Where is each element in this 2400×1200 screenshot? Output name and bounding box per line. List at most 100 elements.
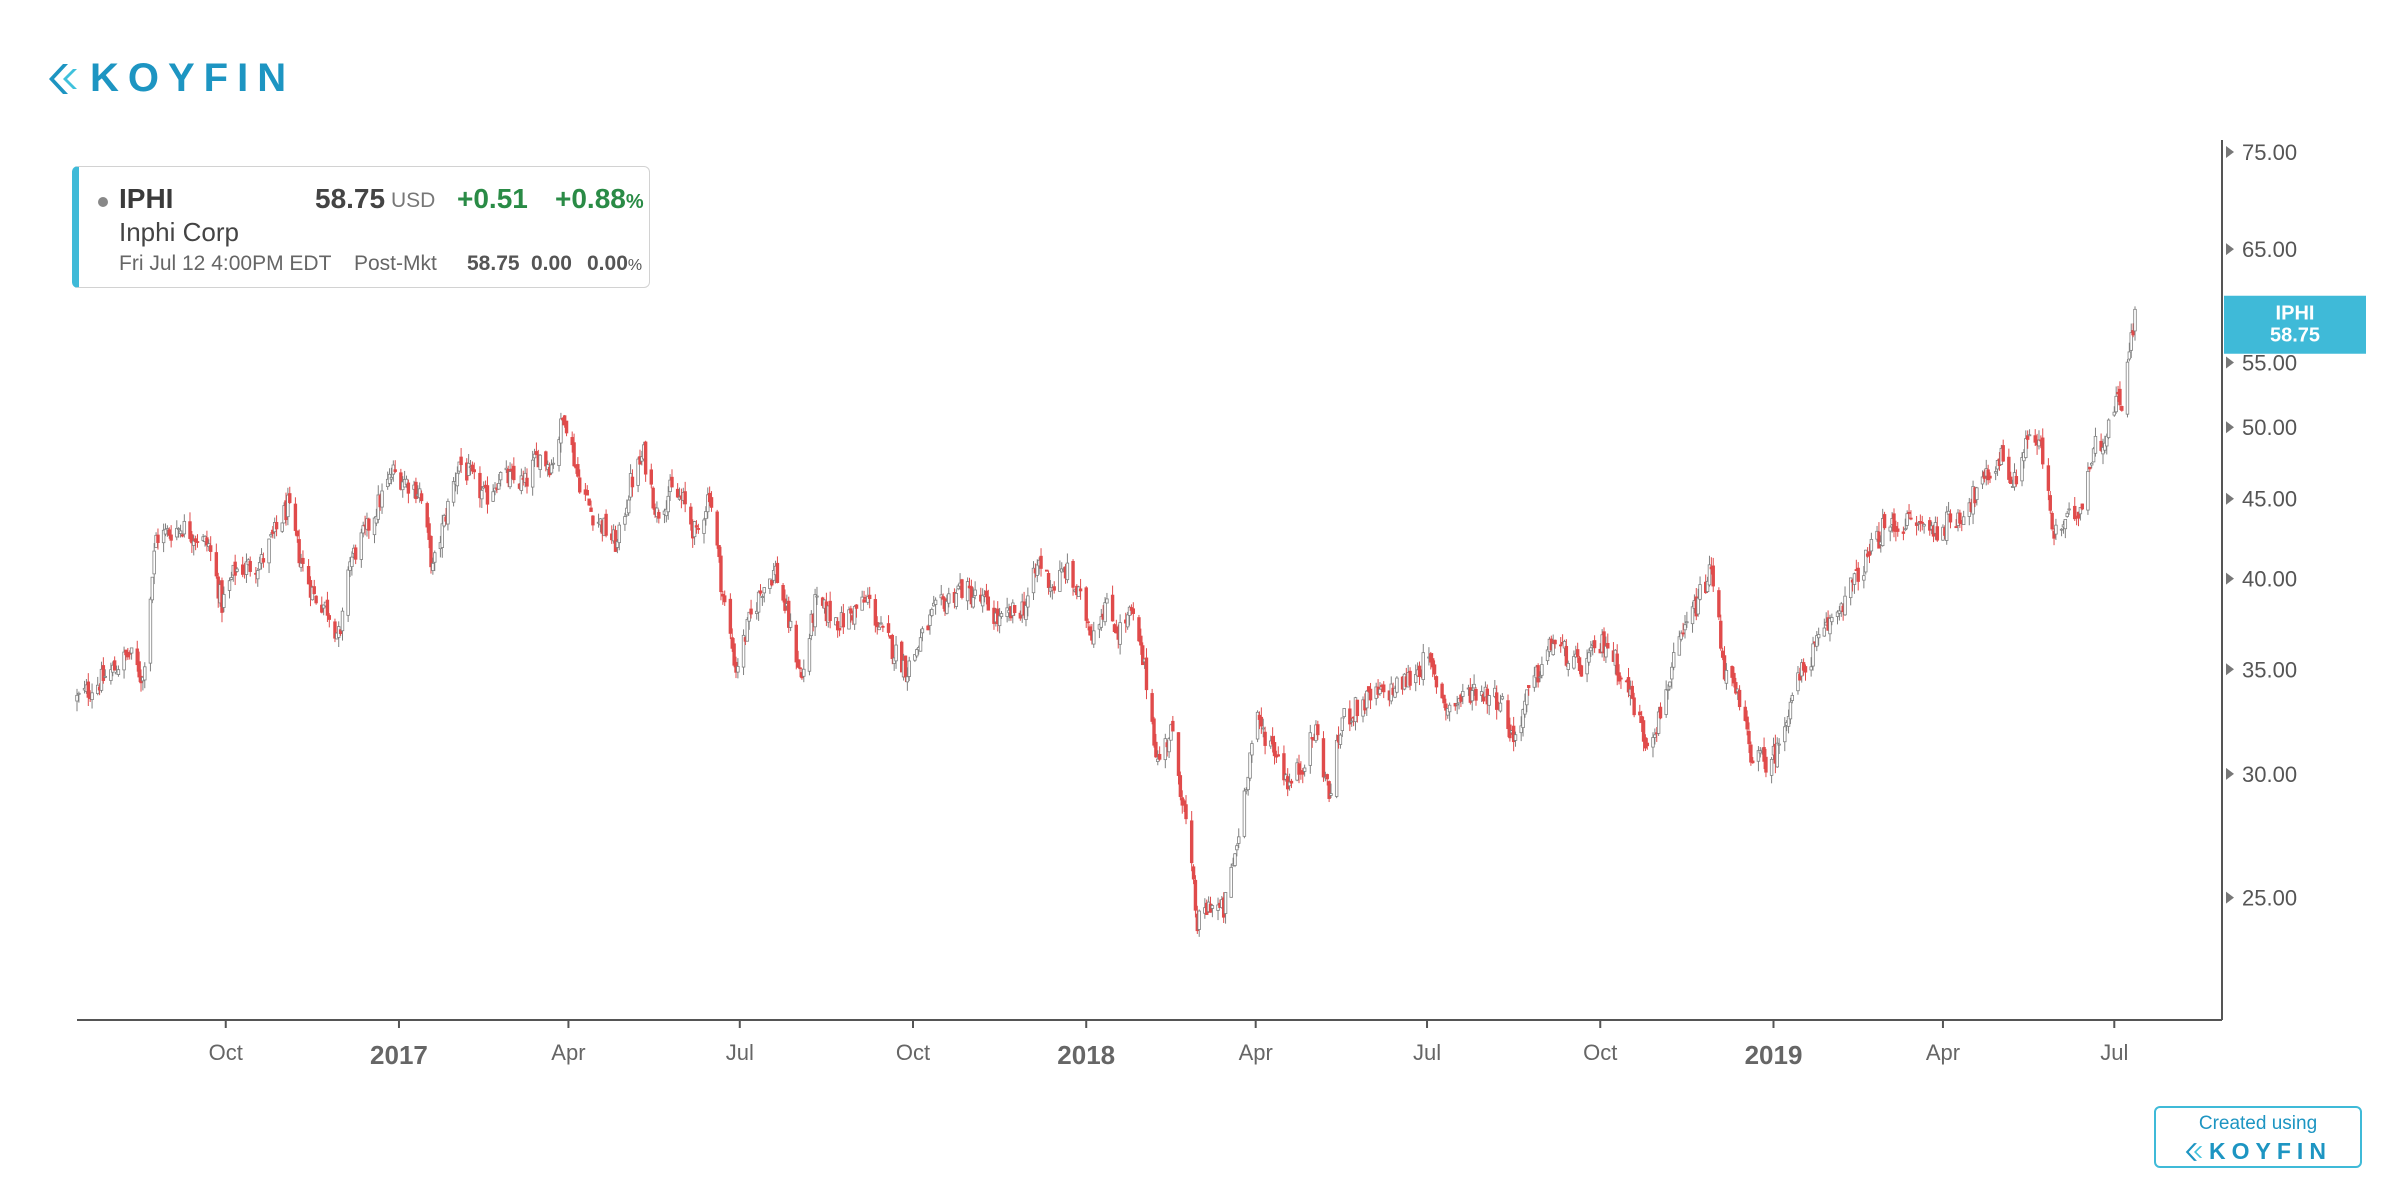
ticker-symbol[interactable]: IPHI [119,183,174,214]
candle-body [1421,652,1425,680]
candle-body [689,506,693,525]
last-price-label-symbol: IPHI [2276,303,2315,325]
candle-body [227,580,232,591]
candle-body [973,589,977,596]
candle-body [498,472,503,481]
y-tick-marker [2226,767,2234,780]
x-tick-label: Oct [1583,1040,1617,1065]
x-tick-label: Oct [896,1040,930,1065]
candle-body [1329,793,1333,796]
candle-body [1191,866,1196,880]
candle-body [802,668,806,677]
created-using-badge[interactable]: Created using KOYFIN [2154,1106,2362,1168]
candle-body [1461,690,1465,697]
candle-body [478,472,482,499]
candle-body [723,595,727,603]
candle-body [1835,611,1840,617]
candle-body [1287,781,1292,787]
post-market-percent-value: 0.00 [587,252,628,275]
candle-body [1852,573,1857,585]
y-tick-marker [2226,243,2234,256]
candle-body [694,525,699,528]
candle-body [1105,598,1109,604]
x-tick-label: Apr [1926,1040,1960,1065]
candle-body [1024,605,1028,621]
candle-body [346,569,350,616]
candle-body [1658,706,1663,719]
candle-body [2125,361,2130,415]
candle-body [1263,731,1267,746]
candle-body [1308,732,1312,766]
candle-body [2052,530,2056,539]
candle-body [1803,666,1808,673]
candle-body [306,566,311,585]
candle-body [702,519,706,534]
candle-body [1378,688,1382,695]
candle-body [717,545,721,558]
candle-body [1440,683,1444,699]
candle-body [1679,632,1683,640]
candle-body [167,529,171,536]
candle-body [1255,711,1260,740]
candle-body [1301,770,1305,775]
candle-body [1141,645,1145,666]
candle-body [941,596,945,600]
candle-body [980,594,985,607]
candle-body [1382,684,1386,693]
candle-body [1641,720,1646,742]
candle-body [1171,720,1175,732]
candle-body [1743,706,1747,722]
candle-body [1905,513,1909,526]
candle-body [2114,395,2118,413]
candle-body [1653,734,1657,738]
candle-body [2027,434,2032,437]
candle-body [787,600,791,628]
y-tick-label: 65.00 [2242,237,2297,262]
candle-body [1562,640,1567,649]
post-market-price: 58.75 [467,252,520,275]
candle-body [749,608,753,615]
candle-body [1975,487,1979,500]
candle-body [440,523,444,548]
candle-body [1867,551,1872,556]
candle-body [1769,758,1774,776]
candle-body [1828,618,1832,635]
candle-body [1751,760,1755,764]
candle-body [429,535,433,568]
candle-body [1031,567,1036,594]
candle-body [214,552,219,577]
candle-body [1144,657,1149,691]
y-tick-marker [2226,891,2234,904]
candle-body [1519,725,1523,734]
candle-body [525,477,529,487]
candle-body [169,534,173,541]
candle-body [2088,466,2092,470]
candle-body [229,577,234,580]
last-price-label-value: 58.75 [2270,325,2320,347]
candle-body [393,469,397,472]
candle-body [1775,742,1779,768]
candle-body [1577,657,1582,671]
candle-body [1494,692,1499,710]
candle-body [1756,750,1761,762]
post-market-percent: 0.00% [587,252,642,276]
candle-body [1711,565,1715,587]
candle-body [338,629,343,635]
candle-body [771,570,776,581]
candle-body [666,495,670,513]
y-tick-marker [2226,421,2234,434]
candle-body [1233,853,1237,866]
candle-body [491,491,495,502]
quote-box: IPHI 58.75 USD +0.51 +0.88% Inphi Corp F… [72,166,650,288]
candle-body [1993,471,1998,474]
candle-body [504,467,508,471]
candle-body [1566,663,1570,670]
candle-body [905,676,910,683]
candle-body [1470,690,1474,702]
candle-body [372,517,377,536]
candle-body [1732,672,1736,684]
koyfin-logo[interactable]: KOYFIN [46,56,295,101]
candle-body [1525,689,1529,706]
candle-body [538,454,542,470]
